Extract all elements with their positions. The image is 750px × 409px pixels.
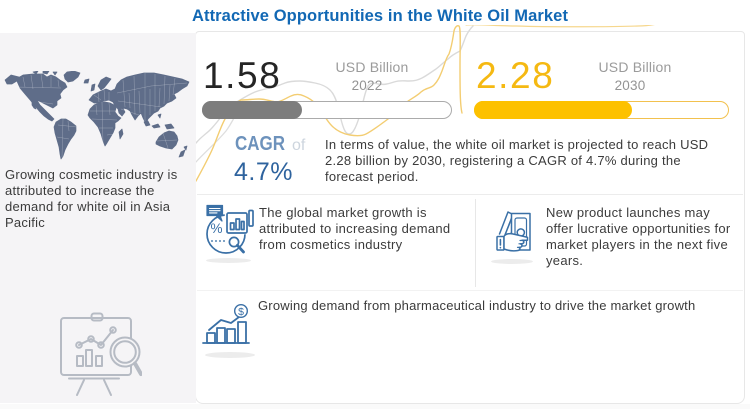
svg-text:%: % (211, 221, 223, 236)
svg-text:$: $ (238, 306, 244, 318)
